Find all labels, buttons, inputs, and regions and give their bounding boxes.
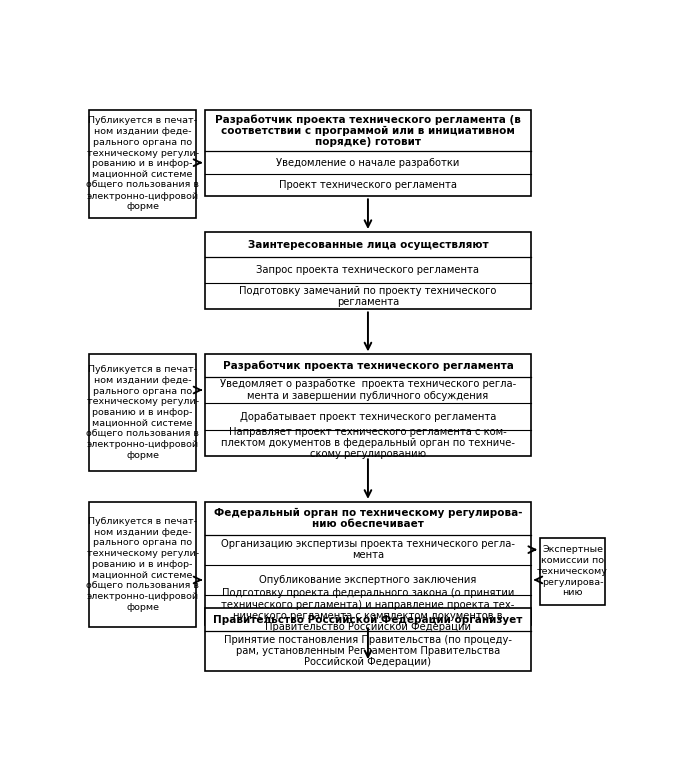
- Bar: [205, 232, 531, 310]
- Bar: [540, 538, 605, 605]
- Text: Публикуется в печат-
ном издании феде-
рального органа по
техническому регули-
р: Публикуется в печат- ном издании феде- р…: [86, 365, 199, 460]
- Text: Правительство Российской Федерации организует: Правительство Российской Федерации орган…: [213, 615, 523, 625]
- Text: Заинтересованные лица осуществляют: Заинтересованные лица осуществляют: [248, 240, 488, 250]
- Bar: [89, 502, 196, 627]
- Bar: [205, 354, 531, 456]
- Bar: [89, 354, 196, 471]
- Text: Публикуется в печат-
ном издании феде-
рального органа по
техническому регули-
р: Публикуется в печат- ном издании феде- р…: [86, 117, 199, 211]
- Text: Уведомляет о разработке  проекта технического регла-
мента и завершении публично: Уведомляет о разработке проекта техничес…: [220, 379, 516, 400]
- Text: Дорабатывает проект технического регламента: Дорабатывает проект технического регламе…: [240, 412, 496, 422]
- Text: Принятие постановления Правительства (по процеду-
рам, установленным Регламентом: Принятие постановления Правительства (по…: [224, 635, 512, 667]
- Bar: [205, 110, 531, 196]
- Text: Организацию экспертизы проекта технического регла-
мента: Организацию экспертизы проекта техническ…: [221, 539, 515, 560]
- Text: Проект технического регламента: Проект технического регламента: [279, 180, 457, 190]
- Text: Уведомление о начале разработки: Уведомление о начале разработки: [276, 157, 460, 168]
- Text: Подготовку замечаний по проекту технического
регламента: Подготовку замечаний по проекту техничес…: [239, 286, 497, 307]
- Text: Разработчик проекта технического регламента (в
соответствии с программой или в и: Разработчик проекта технического регламе…: [215, 114, 521, 148]
- Text: Разработчик проекта технического регламента: Разработчик проекта технического регламе…: [223, 360, 513, 371]
- Text: Направляет проект технического регламента с ком-
плектом документов в федеральны: Направляет проект технического регламент…: [221, 427, 515, 459]
- Bar: [89, 110, 196, 218]
- Text: Федеральный орган по техническому регулирова-
нию обеспечивает: Федеральный орган по техническому регули…: [214, 507, 522, 529]
- Text: Подготовку проекта федерального закона (о принятии
технического регламента) и на: Подготовку проекта федерального закона (…: [221, 588, 515, 632]
- Bar: [205, 608, 531, 671]
- Text: Опубликование экспертного заключения: Опубликование экспертного заключения: [259, 575, 477, 585]
- Bar: [205, 502, 531, 625]
- Text: Публикуется в печат-
ном издании феде-
рального органа по
техническому регули-
р: Публикуется в печат- ном издании феде- р…: [86, 517, 199, 612]
- Text: Экспертные
комиссии по
техническому
регулирова-
нию: Экспертные комиссии по техническому регу…: [537, 546, 608, 597]
- Text: Запрос проекта технического регламента: Запрос проекта технического регламента: [257, 266, 479, 276]
